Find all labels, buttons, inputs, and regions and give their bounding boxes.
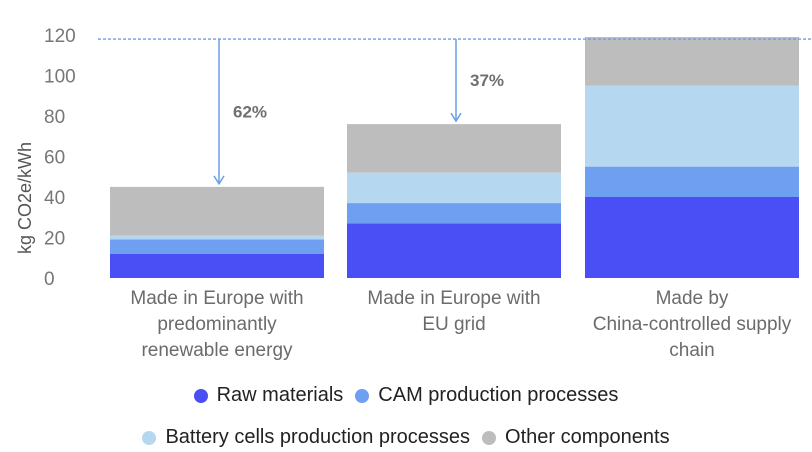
bar-segment	[347, 223, 561, 278]
legend-label: Battery cells production processes	[165, 426, 471, 448]
y-tick-label: 20	[44, 229, 65, 250]
bars	[110, 37, 799, 278]
legend-item: Raw materials	[193, 384, 344, 407]
y-axis-label: kg CO2e/kWh	[15, 142, 35, 254]
bar-segment	[585, 85, 799, 167]
bar-segment	[110, 239, 324, 254]
y-tick-label: 60	[44, 148, 65, 169]
bar-segment	[110, 253, 324, 278]
category-labels: Made in Europe with predominantly renewabl…	[130, 288, 791, 361]
category-label: renewable energy	[141, 340, 293, 361]
legend-swatch	[142, 430, 157, 445]
legend-item: CAM production processes	[355, 384, 618, 407]
bar-segment	[110, 235, 324, 240]
reduction-arrows: 62% 37%	[213, 39, 504, 186]
bar-segment	[585, 197, 799, 278]
category-label: Made in Europe with	[130, 288, 303, 309]
category-label: Made by	[656, 288, 729, 309]
bar-segment	[585, 37, 799, 86]
bar-segment	[347, 124, 561, 173]
bar-segment	[110, 186, 324, 236]
stacked-bar-chart: 0 20 40 60 80 100 120 kg CO2e/kWh 62% 37% Made …	[15, 26, 812, 361]
arrow-head	[450, 112, 462, 123]
y-tick-label: 0	[44, 269, 55, 290]
arrow-head	[213, 175, 225, 186]
legend-swatch	[355, 388, 370, 403]
reduction-label: 37%	[470, 71, 504, 90]
bar-segment	[347, 172, 561, 204]
legend-item: Other components	[482, 426, 670, 449]
category-label: EU grid	[422, 314, 485, 335]
bar-segment	[347, 203, 561, 224]
y-axis-ticks: 0 20 40 60 80 100 120	[44, 26, 76, 290]
reduction-label: 62%	[233, 102, 267, 121]
y-tick-label: 40	[44, 188, 65, 209]
legend-label: CAM production processes	[378, 384, 619, 406]
category-label: Made in Europe with	[367, 288, 540, 309]
y-tick-label: 120	[44, 26, 76, 47]
legend-swatch	[193, 388, 208, 403]
legend-item: Battery cells production processes	[142, 426, 470, 449]
category-label: chain	[669, 340, 714, 361]
legend-swatch	[482, 430, 497, 445]
legend-row-1: Raw materials CAM production processes	[0, 384, 812, 407]
category-label: China-controlled supply	[593, 314, 792, 335]
bar-segment	[585, 166, 799, 197]
legend-label: Other components	[505, 426, 670, 448]
legend-row-2: Battery cells production processes Other …	[0, 426, 812, 449]
y-tick-label: 80	[44, 107, 65, 128]
legend-label: Raw materials	[216, 384, 344, 406]
category-label: predominantly	[157, 314, 277, 335]
y-tick-label: 100	[44, 67, 76, 88]
